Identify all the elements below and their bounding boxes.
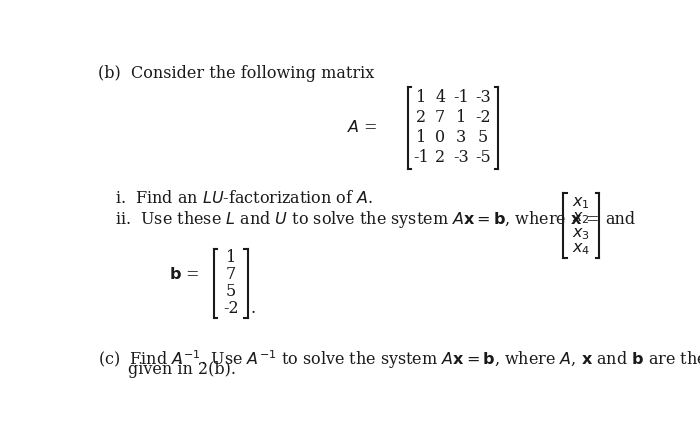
- Text: $x_1$: $x_1$: [572, 194, 590, 211]
- Text: -3: -3: [453, 149, 469, 166]
- Text: -5: -5: [475, 149, 491, 166]
- Text: $x_4$: $x_4$: [572, 240, 590, 257]
- Text: 2: 2: [435, 149, 445, 166]
- Text: ii.  Use these $L$ and $U$ to solve the system $A\mathbf{x} = \mathbf{b}$, where: ii. Use these $L$ and $U$ to solve the s…: [115, 209, 599, 230]
- Text: $\mathbf{b}$ =: $\mathbf{b}$ =: [169, 266, 199, 283]
- Text: $x_2$: $x_2$: [572, 209, 590, 227]
- Text: $x_3$: $x_3$: [572, 225, 590, 242]
- Text: 1: 1: [416, 89, 426, 106]
- Text: -2: -2: [475, 109, 491, 126]
- Text: and: and: [606, 211, 636, 228]
- Text: 1: 1: [416, 129, 426, 146]
- Text: 5: 5: [225, 283, 236, 300]
- Text: -1: -1: [453, 89, 469, 106]
- Text: 2: 2: [416, 109, 426, 126]
- Text: 1: 1: [456, 109, 466, 126]
- Text: 0: 0: [435, 129, 445, 146]
- Text: (c)  Find $A^{-1}$. Use $A^{-1}$ to solve the system $A\mathbf{x} = \mathbf{b}$,: (c) Find $A^{-1}$. Use $A^{-1}$ to solve…: [98, 348, 700, 371]
- Text: 7: 7: [435, 109, 445, 126]
- Text: -3: -3: [475, 89, 491, 106]
- Text: 1: 1: [225, 249, 236, 266]
- Text: .: .: [251, 300, 256, 317]
- Text: given in 2(b).: given in 2(b).: [128, 361, 236, 378]
- Text: i.  Find an $LU$-factorization of $A$.: i. Find an $LU$-factorization of $A$.: [115, 190, 373, 207]
- Text: (b)  Consider the following matrix: (b) Consider the following matrix: [98, 65, 374, 82]
- Text: $A$ =: $A$ =: [347, 119, 378, 136]
- Text: 3: 3: [456, 129, 466, 146]
- Text: 5: 5: [477, 129, 488, 146]
- Text: -2: -2: [223, 300, 239, 317]
- Text: -1: -1: [413, 149, 428, 166]
- Text: 7: 7: [225, 266, 236, 283]
- Text: 4: 4: [435, 89, 445, 106]
